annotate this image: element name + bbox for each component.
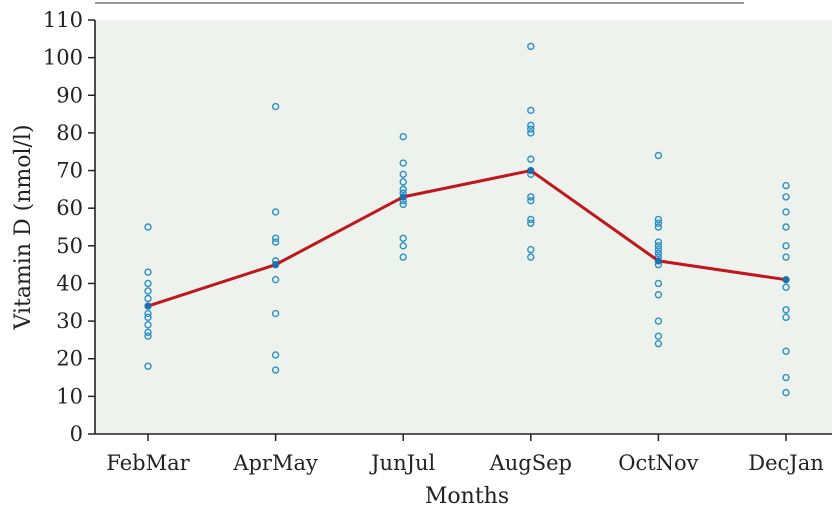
y-axis-title: Vitamin D (nmol/l) [11, 124, 36, 330]
mean-point [272, 261, 279, 268]
data-point [527, 42, 535, 51]
mean-line [147, 169, 787, 308]
x-axis-title: Months [425, 484, 509, 509]
y-tick-label: 0 [70, 422, 83, 446]
mean-point [400, 193, 407, 201]
data-point [782, 283, 790, 291]
y-tick-label: 100 [43, 46, 83, 70]
y-axis-ticks: 0 10 20 30 40 50 60 70 80 90 100 110 [43, 8, 95, 446]
y-tick-label: 30 [56, 309, 83, 333]
data-point [782, 208, 790, 216]
x-tick-label: AugSep [489, 451, 572, 475]
data-point [144, 287, 152, 295]
data-point [399, 159, 407, 167]
data-point [399, 200, 407, 209]
y-tick-label: 80 [56, 121, 83, 145]
data-point [654, 223, 663, 231]
data-point [654, 249, 663, 258]
y-tick-label: 10 [56, 384, 83, 408]
data-point [782, 347, 790, 355]
data-point [782, 193, 790, 201]
y-tick-label: 90 [56, 83, 83, 107]
x-tick-label: DecJan [748, 451, 824, 475]
mean-point [782, 276, 790, 283]
data-point [654, 219, 663, 227]
data-point [399, 170, 407, 179]
mean-point [527, 167, 534, 174]
data-point [271, 366, 280, 374]
data-point [654, 242, 663, 250]
data-point [271, 102, 280, 111]
y-tick-label: 40 [56, 271, 83, 295]
data-point [527, 196, 535, 205]
x-tick-label: FebMar [106, 451, 190, 475]
data-point [399, 242, 407, 250]
data-point [527, 245, 535, 254]
data-point [782, 223, 790, 231]
data-point [271, 238, 280, 246]
data-point [782, 181, 790, 190]
data-point [144, 321, 152, 329]
data-point [271, 351, 280, 359]
data-point [654, 279, 663, 288]
mean-line-layer [144, 167, 790, 310]
data-point [271, 208, 280, 216]
data-point [654, 332, 663, 340]
data-point [782, 253, 790, 261]
data-point [144, 223, 152, 231]
data-point [654, 245, 663, 254]
data-point [527, 121, 535, 130]
data-point [527, 219, 535, 227]
data-point [399, 234, 407, 242]
data-point [654, 339, 663, 348]
data-point [527, 215, 535, 224]
data-point [782, 306, 790, 314]
data-point [782, 242, 790, 250]
data-point [144, 332, 152, 340]
data-point [144, 362, 152, 370]
data-point [399, 178, 407, 186]
data-point [654, 215, 663, 224]
plot-area [95, 20, 832, 434]
data-point [654, 291, 663, 299]
data-point [399, 132, 407, 141]
data-point [144, 279, 152, 288]
y-tick-label: 50 [56, 234, 83, 258]
data-point [527, 193, 535, 201]
data-point [527, 125, 535, 133]
data-point [271, 275, 280, 284]
x-tick-label: OctNov [618, 451, 698, 475]
data-point [527, 253, 535, 261]
data-point [144, 328, 152, 337]
data-point [782, 373, 790, 382]
x-tick-label: AprMay [232, 451, 318, 475]
data-point [654, 317, 663, 325]
x-tick-label: JunJul [369, 451, 435, 475]
data-point [144, 294, 152, 303]
mean-point [144, 302, 152, 310]
y-tick-label: 70 [56, 159, 83, 183]
data-point [144, 313, 152, 322]
data-point [654, 238, 663, 246]
y-tick-label: 110 [43, 8, 83, 32]
data-point [144, 309, 152, 318]
data-point [399, 253, 407, 261]
data-point [144, 268, 152, 276]
data-point [527, 129, 535, 137]
data-point [782, 388, 790, 397]
y-tick-label: 20 [56, 347, 83, 371]
data-point [527, 106, 535, 115]
data-point [527, 155, 535, 163]
data-point [271, 309, 280, 318]
mean-point [655, 257, 662, 265]
data-point [399, 185, 407, 194]
data-point [271, 234, 280, 242]
data-point [654, 151, 663, 160]
x-axis-ticks: FebMar AprMay JunJul AugSep OctNov DecJan [106, 434, 824, 475]
y-tick-label: 60 [56, 196, 83, 220]
data-point [782, 313, 790, 322]
